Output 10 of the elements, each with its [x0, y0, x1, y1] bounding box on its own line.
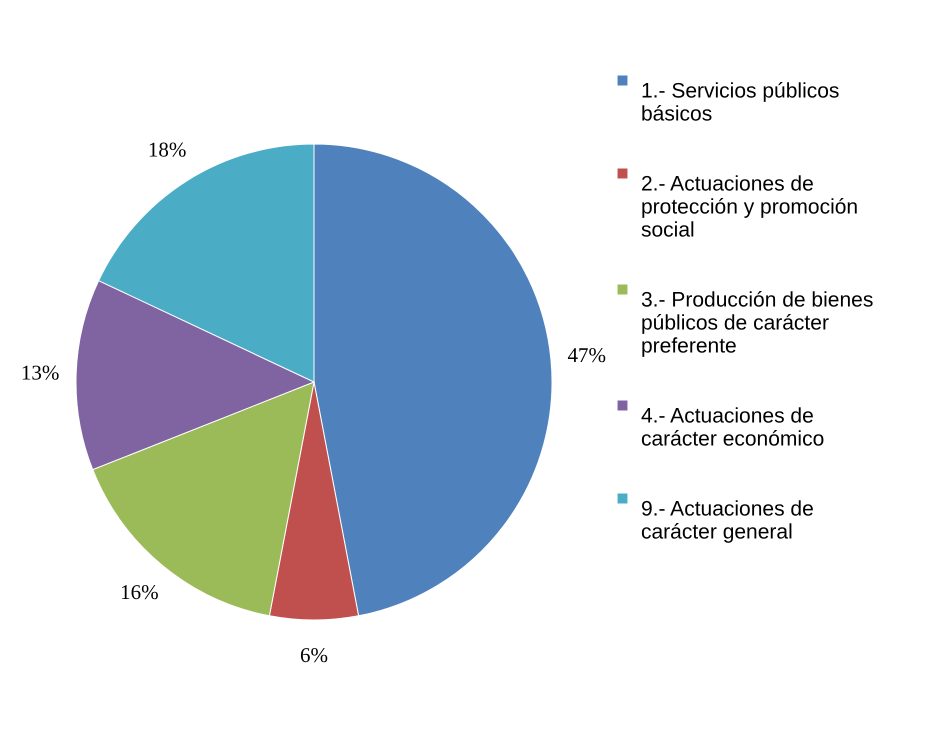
data-label: 47% [568, 343, 606, 368]
legend-label: 4.- Actuaciones de carácter económico [641, 404, 824, 450]
legend-label: 3.- Producción de bienes públicos de carácter preferente [641, 288, 874, 358]
legend-label: 2.- Actuaciones de protección y promoción social [641, 172, 858, 242]
data-label: 13% [20, 360, 60, 384]
legend-label: 1.- Servicios públicos básicos [641, 80, 840, 126]
data-label: 6% [300, 643, 328, 667]
legend-label: 9.- Actuaciones de carácter general [641, 498, 814, 544]
data-label: 16% [120, 580, 159, 604]
data-label: 18% [148, 138, 186, 162]
